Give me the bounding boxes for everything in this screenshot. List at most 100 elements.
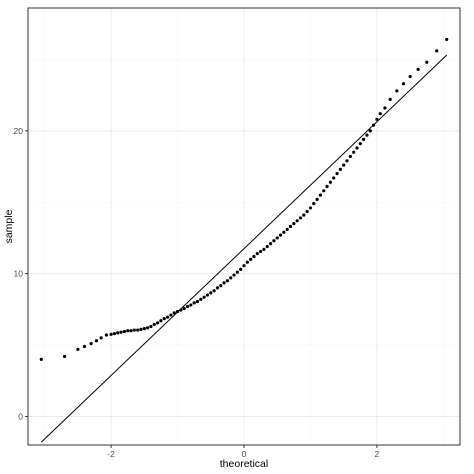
data-point	[212, 289, 216, 293]
data-point	[182, 307, 186, 311]
data-point	[129, 329, 133, 333]
data-point	[94, 339, 99, 343]
data-point	[172, 311, 176, 315]
data-point	[225, 279, 229, 283]
data-point	[159, 319, 163, 323]
data-point	[295, 219, 299, 223]
data-point	[252, 254, 256, 259]
y-axis-ticks: 0 10 20	[14, 126, 28, 421]
data-point	[265, 244, 269, 249]
data-point	[395, 89, 399, 93]
data-point	[185, 304, 190, 309]
data-point	[328, 180, 332, 184]
data-point	[39, 357, 43, 361]
data-point	[435, 49, 439, 53]
data-point	[104, 333, 109, 337]
data-point	[175, 309, 180, 314]
data-point	[388, 97, 392, 101]
data-point	[189, 303, 193, 307]
data-point	[126, 329, 130, 333]
x-tick-label: -2	[107, 449, 115, 459]
data-point	[62, 354, 67, 359]
data-point	[365, 133, 369, 137]
x-axis-ticks: -2 0 2	[107, 445, 380, 459]
data-point	[112, 332, 116, 336]
data-point	[338, 167, 342, 171]
data-point	[235, 270, 239, 274]
data-point	[139, 327, 143, 331]
data-point	[368, 129, 372, 133]
x-tick-label: 0	[242, 449, 247, 459]
y-tick-label: 10	[14, 269, 24, 279]
data-point	[192, 301, 196, 305]
data-point	[335, 172, 339, 176]
data-point	[219, 284, 223, 288]
data-point	[162, 317, 166, 321]
data-point	[262, 247, 266, 251]
data-point	[122, 329, 126, 334]
data-point	[378, 112, 382, 116]
qq-reference-line	[40, 54, 448, 443]
y-tick-label: 20	[14, 126, 24, 136]
data-point	[345, 159, 349, 163]
data-point	[232, 273, 236, 277]
data-point	[99, 336, 103, 340]
data-point	[119, 330, 123, 334]
sample-points	[39, 37, 449, 361]
data-point	[318, 193, 323, 197]
data-point	[239, 267, 243, 271]
data-point	[416, 67, 420, 72]
reference-line-layer	[40, 54, 448, 443]
data-point	[165, 315, 170, 319]
x-axis-title: theoretical	[220, 458, 268, 470]
data-point	[136, 328, 140, 332]
data-point	[156, 321, 160, 325]
data-point	[355, 146, 359, 150]
data-point	[169, 313, 173, 317]
data-point	[245, 260, 249, 264]
data-point	[202, 295, 206, 299]
data-point	[288, 224, 293, 229]
data-point	[358, 142, 362, 146]
data-point	[342, 163, 346, 167]
data-point	[249, 257, 253, 261]
data-point	[132, 328, 136, 332]
data-point	[315, 197, 319, 201]
data-point	[146, 326, 150, 330]
data-point	[116, 331, 120, 335]
data-point	[259, 249, 263, 254]
data-point	[445, 37, 449, 42]
data-point	[76, 347, 80, 351]
data-point	[268, 242, 273, 246]
data-point	[305, 209, 309, 214]
data-point	[372, 123, 376, 127]
data-point	[302, 213, 306, 217]
data-point	[195, 299, 200, 304]
data-point	[352, 150, 356, 154]
data-point	[199, 297, 203, 301]
data-point	[205, 293, 210, 297]
data-point	[383, 106, 387, 110]
data-point	[408, 74, 412, 79]
data-point	[149, 324, 153, 329]
data-point	[312, 202, 316, 206]
data-point	[242, 264, 246, 268]
data-point	[425, 60, 429, 64]
data-point	[109, 332, 113, 336]
y-axis-title: sample	[3, 209, 15, 243]
data-point	[308, 206, 313, 210]
y-tick-label: 0	[18, 411, 23, 421]
data-point	[282, 230, 286, 234]
data-point	[375, 117, 379, 121]
data-point	[179, 308, 183, 312]
data-point	[362, 137, 366, 141]
data-point	[332, 176, 336, 180]
data-point	[209, 291, 213, 295]
data-point	[285, 227, 289, 231]
data-point	[348, 154, 352, 159]
x-tick-label: 2	[375, 449, 380, 459]
data-point	[275, 236, 279, 240]
data-point	[292, 222, 296, 226]
data-point	[322, 189, 326, 193]
